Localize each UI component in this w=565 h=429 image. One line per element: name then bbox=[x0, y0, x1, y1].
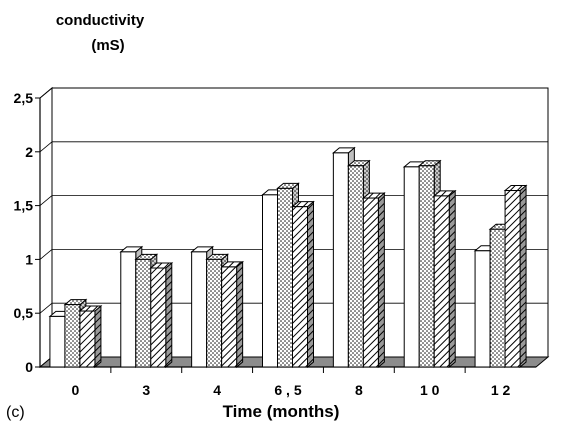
bar bbox=[135, 258, 152, 368]
gridline-side bbox=[39, 302, 53, 314]
bar bbox=[206, 258, 223, 368]
x-tick-label: 8 bbox=[355, 382, 363, 398]
bar bbox=[262, 194, 278, 368]
bar-side bbox=[307, 200, 314, 369]
bar bbox=[347, 165, 364, 368]
bar bbox=[433, 195, 450, 368]
y-tick-label: 0,5 bbox=[14, 305, 34, 321]
bar bbox=[418, 165, 435, 368]
bar-side bbox=[165, 261, 173, 369]
gridline-side bbox=[39, 249, 53, 260]
y-tick-label: 1 bbox=[25, 251, 33, 267]
bar bbox=[332, 152, 349, 368]
bar-side bbox=[519, 184, 527, 369]
bar-side bbox=[94, 304, 102, 369]
bar bbox=[221, 266, 238, 368]
x-tick-label: 6 , 5 bbox=[274, 382, 301, 398]
gridline-side bbox=[39, 141, 53, 153]
bar bbox=[489, 228, 506, 368]
bar bbox=[474, 250, 491, 368]
x-tick-label: 1 0 bbox=[420, 382, 440, 398]
x-tick-label: 0 bbox=[72, 382, 80, 398]
bar bbox=[120, 251, 137, 368]
y-axis-title-line1: conductivity bbox=[56, 12, 145, 29]
panel-label: (c) bbox=[6, 404, 25, 421]
x-axis-title: Time (months) bbox=[223, 402, 340, 421]
x-tick-label: 4 bbox=[213, 382, 221, 398]
y-axis-title-line2: (mS) bbox=[91, 37, 124, 54]
x-tick-label: 1 2 bbox=[491, 382, 511, 398]
bar bbox=[191, 251, 208, 368]
bar bbox=[49, 315, 66, 368]
x-tick-label: 3 bbox=[142, 382, 150, 398]
y-tick-label: 1,5 bbox=[14, 198, 34, 214]
bar-side bbox=[377, 192, 385, 369]
gridline-side bbox=[39, 87, 53, 99]
bar bbox=[79, 310, 96, 368]
bar bbox=[362, 197, 379, 368]
y-tick-label: 0 bbox=[25, 359, 33, 375]
plot-area: 0 0,5 1 1,5 2 2,5 0 3 4 6 , 5 8 1 0 1 2 bbox=[14, 86, 550, 398]
bar bbox=[277, 187, 293, 368]
gridline-side bbox=[39, 195, 53, 206]
y-tick-label: 2 bbox=[25, 144, 33, 160]
bar bbox=[64, 304, 81, 368]
bar bbox=[504, 190, 521, 368]
bar bbox=[403, 166, 420, 368]
bar bbox=[292, 206, 308, 368]
bar bbox=[150, 267, 167, 368]
bar-side bbox=[448, 189, 456, 369]
bar-side bbox=[236, 260, 244, 369]
y-tick-label: 2,5 bbox=[14, 90, 34, 106]
